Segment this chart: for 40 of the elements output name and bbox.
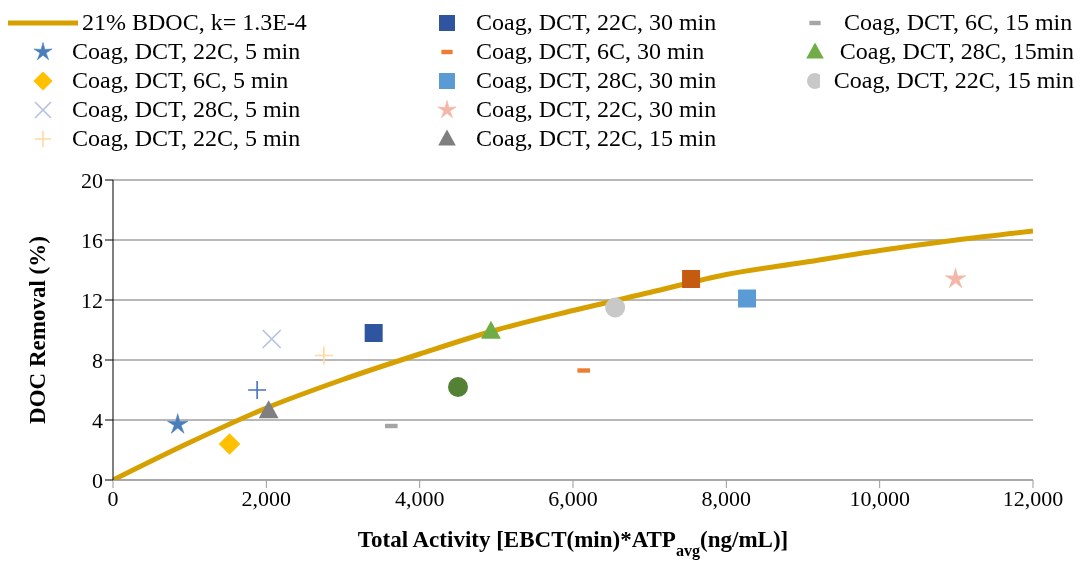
y-tick-label: 20 xyxy=(81,167,103,193)
x-tick-label: 4,000 xyxy=(394,485,445,511)
point xyxy=(218,433,241,455)
point xyxy=(261,329,282,349)
legend-label: Coag, DCT, 22C, 30 min xyxy=(476,95,717,124)
legend-label: 21% BDOC, k= 1.3E-4 xyxy=(82,8,307,37)
y-tick-label: 12 xyxy=(81,287,103,313)
legend-label: Coag, DCT, 6C, 5 min xyxy=(72,66,289,95)
legend-label: Coag, DCT, 6C, 30 min xyxy=(476,37,705,66)
x-tick-label: 2,000 xyxy=(241,485,292,511)
y-tick-label: 8 xyxy=(92,347,103,373)
x-tick-label: 6,000 xyxy=(548,485,598,511)
legend-label: Coag, DCT, 22C, 15 min xyxy=(476,124,717,153)
y-axis-title: DOC Removal (%) xyxy=(25,236,50,424)
legend-label: Coag, DCT, 28C, 30 min xyxy=(476,66,717,95)
point xyxy=(167,413,189,434)
legend-label: Coag, DCT, 6C, 15 min xyxy=(844,8,1073,37)
y-tick-label: 0 xyxy=(92,467,103,493)
point xyxy=(481,320,501,339)
legend-label: Coag, DCT, 22C, 30 min xyxy=(476,8,717,37)
point xyxy=(314,345,334,366)
point xyxy=(605,297,626,318)
legend-label: Coag, DCT, 22C, 15 min xyxy=(833,66,1074,95)
y-tick-label: 4 xyxy=(92,407,103,433)
point xyxy=(738,289,757,308)
point xyxy=(448,377,468,397)
x-axis-title: Total Activity [EBCT(min)*ATP$_{avg}$(ng/mL)] xyxy=(357,527,789,560)
x-tick-label: 8,000 xyxy=(701,485,752,511)
point xyxy=(945,267,967,289)
legend-label: Coag, DCT, 28C, 15min xyxy=(839,37,1074,66)
x-tick-label: 12,000 xyxy=(1002,485,1064,511)
y-tick-label: 16 xyxy=(81,227,103,253)
point xyxy=(247,380,267,400)
point xyxy=(364,324,383,342)
legend-label: Coag, DCT, 28C, 5 min xyxy=(72,95,301,124)
legend-label: Coag, DCT, 22C, 5 min xyxy=(72,37,301,66)
x-tick-label: 10,000 xyxy=(849,485,910,511)
point xyxy=(258,400,279,419)
point xyxy=(682,270,701,288)
legend-label: Coag, DCT, 22C, 5 min xyxy=(72,124,301,153)
